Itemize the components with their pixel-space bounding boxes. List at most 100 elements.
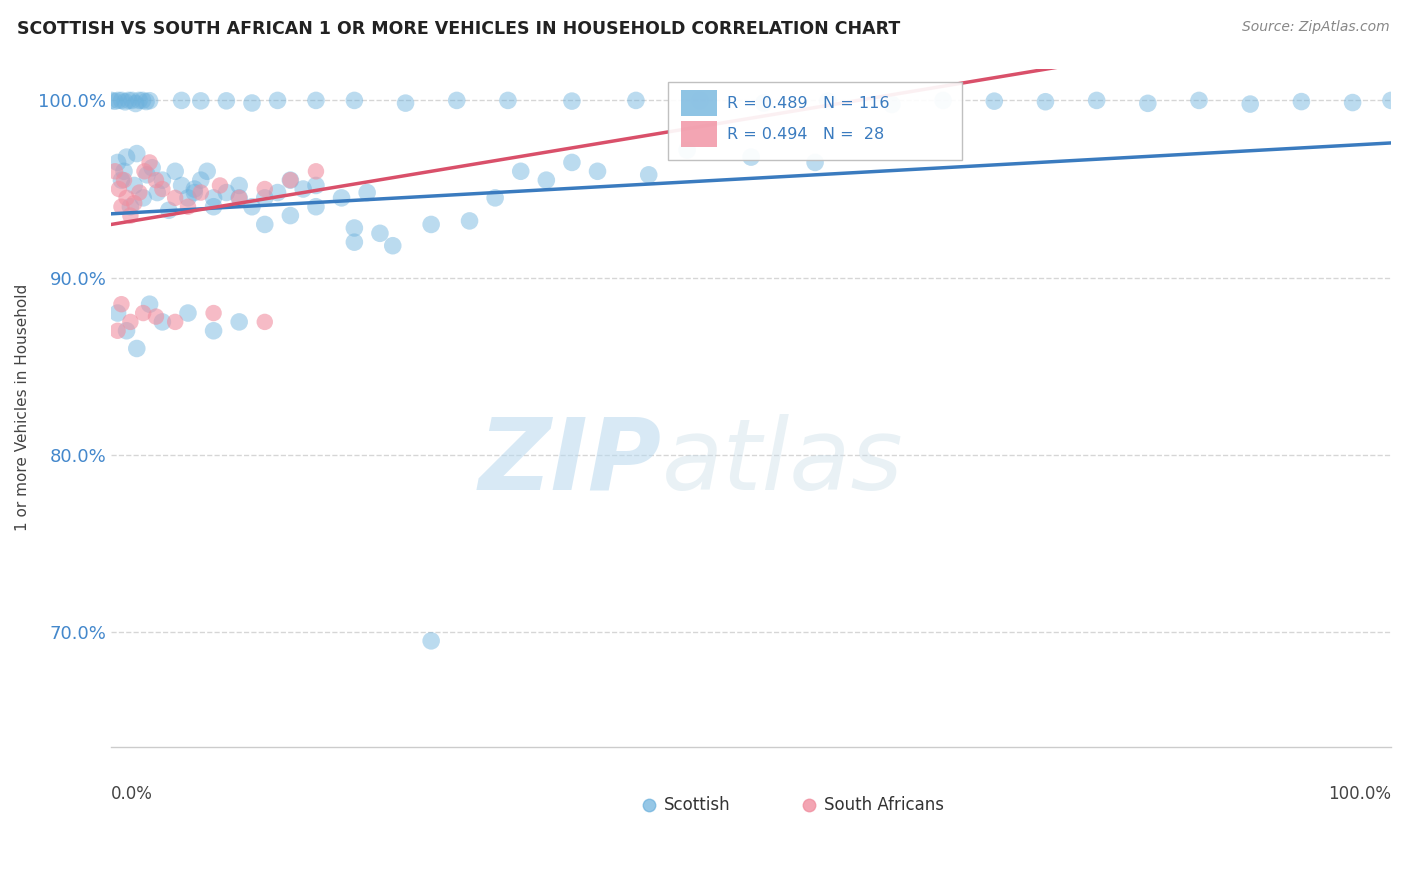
Point xyxy=(1085,94,1108,108)
Point xyxy=(624,94,647,108)
Point xyxy=(134,164,156,178)
Point xyxy=(120,209,142,223)
Point xyxy=(150,182,173,196)
Point xyxy=(125,342,148,356)
Point xyxy=(637,168,659,182)
Text: atlas: atlas xyxy=(661,414,903,510)
Point xyxy=(804,155,827,169)
Point xyxy=(146,186,169,200)
Point xyxy=(110,297,132,311)
Point xyxy=(280,173,302,187)
Text: Scottish: Scottish xyxy=(664,796,731,814)
Point xyxy=(305,200,328,214)
Point xyxy=(112,173,135,187)
Point xyxy=(138,297,160,311)
Point xyxy=(138,94,160,108)
Point xyxy=(689,94,711,108)
Point xyxy=(120,200,142,214)
Point xyxy=(420,633,443,648)
Point xyxy=(124,96,146,111)
Point xyxy=(305,94,328,108)
Point xyxy=(110,200,132,214)
Point xyxy=(110,173,132,187)
Point xyxy=(253,315,276,329)
Text: R = 0.489   N = 116: R = 0.489 N = 116 xyxy=(727,96,889,112)
Point xyxy=(120,315,142,329)
Point xyxy=(177,306,200,320)
FancyBboxPatch shape xyxy=(668,82,962,161)
Point xyxy=(115,191,138,205)
Point xyxy=(330,191,353,205)
Point xyxy=(132,191,155,205)
Point xyxy=(190,173,212,187)
Point xyxy=(561,155,583,169)
Point xyxy=(177,200,200,214)
Point xyxy=(561,94,583,108)
Point xyxy=(150,315,173,329)
Point xyxy=(108,182,131,196)
Point xyxy=(1239,97,1261,112)
Point xyxy=(420,218,443,232)
Point xyxy=(202,191,225,205)
Text: R = 0.494   N =  28: R = 0.494 N = 28 xyxy=(727,127,884,142)
Point xyxy=(112,164,135,178)
Point xyxy=(536,173,558,187)
Point xyxy=(446,94,468,108)
Point xyxy=(104,164,127,178)
Point xyxy=(202,306,225,320)
Point xyxy=(183,186,205,200)
Point xyxy=(208,178,231,193)
Point xyxy=(132,306,155,320)
Point xyxy=(135,95,157,109)
Point xyxy=(1136,96,1159,111)
Point xyxy=(880,97,903,112)
Point xyxy=(107,155,129,169)
Point xyxy=(305,178,328,193)
Point xyxy=(215,186,238,200)
Text: 0.0%: 0.0% xyxy=(111,784,153,803)
Point xyxy=(368,227,391,241)
Point xyxy=(122,178,145,193)
Point xyxy=(496,94,519,108)
Point xyxy=(509,164,531,178)
Point xyxy=(145,173,167,187)
Point xyxy=(183,182,205,196)
Point xyxy=(253,182,276,196)
Point xyxy=(484,191,506,205)
Point xyxy=(676,143,699,157)
Point xyxy=(115,150,138,164)
Point xyxy=(157,203,180,218)
Point xyxy=(195,164,218,178)
Point xyxy=(136,168,159,182)
Point xyxy=(190,186,212,200)
Point xyxy=(983,94,1005,108)
Point xyxy=(128,94,150,108)
Point xyxy=(266,186,288,200)
Point xyxy=(752,95,775,110)
Point xyxy=(170,178,193,193)
Point xyxy=(394,96,416,111)
Text: Source: ZipAtlas.com: Source: ZipAtlas.com xyxy=(1241,20,1389,34)
Point xyxy=(165,191,187,205)
Point xyxy=(228,178,250,193)
Text: South Africans: South Africans xyxy=(824,796,943,814)
Point xyxy=(190,94,212,108)
Point xyxy=(343,94,366,108)
Point xyxy=(122,196,145,211)
Point xyxy=(150,173,173,187)
Point xyxy=(107,94,129,108)
Point xyxy=(586,164,609,178)
Point xyxy=(253,191,276,205)
Point xyxy=(228,191,250,205)
Point xyxy=(165,164,187,178)
Point xyxy=(228,315,250,329)
Point xyxy=(165,315,187,329)
Point xyxy=(1341,95,1364,110)
Y-axis label: 1 or more Vehicles in Household: 1 or more Vehicles in Household xyxy=(15,285,30,532)
Point xyxy=(121,94,143,108)
Point xyxy=(266,94,288,108)
Point xyxy=(1188,94,1211,108)
Point xyxy=(817,94,839,108)
Point xyxy=(343,235,366,249)
Point xyxy=(107,324,129,338)
